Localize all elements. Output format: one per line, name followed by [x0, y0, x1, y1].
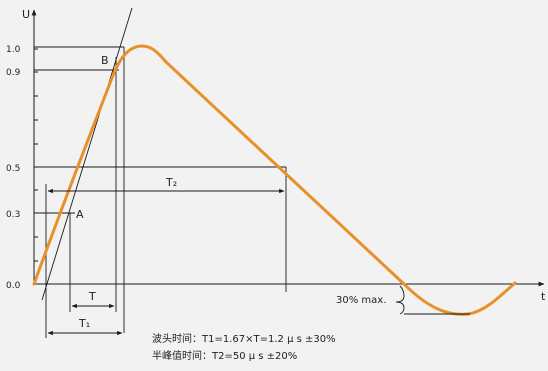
- caption-front-time: 波头时间：T1=1.67×T=1.2 μ s ±30%: [152, 332, 336, 345]
- tick-0-0: 0.0: [6, 281, 21, 291]
- undershoot-annotation: [395, 285, 470, 315]
- undershoot-label: 30% max.: [336, 295, 386, 306]
- caption-half-value-time: 半峰值时间：T2=50 μ s ±20%: [152, 349, 297, 362]
- t2-label: T₂: [165, 176, 177, 189]
- tick-0-3: 0.3: [6, 210, 20, 220]
- x-axis-label: t: [541, 290, 546, 303]
- t-label: T: [88, 290, 96, 303]
- tick-0-9: 0.9: [6, 68, 21, 78]
- tick-1-0: 1.0: [6, 45, 21, 55]
- t1-label: T₁: [78, 317, 90, 330]
- point-a-label: A: [76, 208, 84, 221]
- point-b-label: B: [101, 54, 109, 67]
- y-axis-label: U: [22, 8, 30, 21]
- tick-0-5: 0.5: [6, 164, 20, 174]
- axes: [31, 9, 545, 287]
- front-line: [41, 7, 133, 301]
- reference-lines: [34, 7, 287, 338]
- y-minor-ticks: [34, 48, 38, 262]
- waveform-curve: [32, 44, 517, 316]
